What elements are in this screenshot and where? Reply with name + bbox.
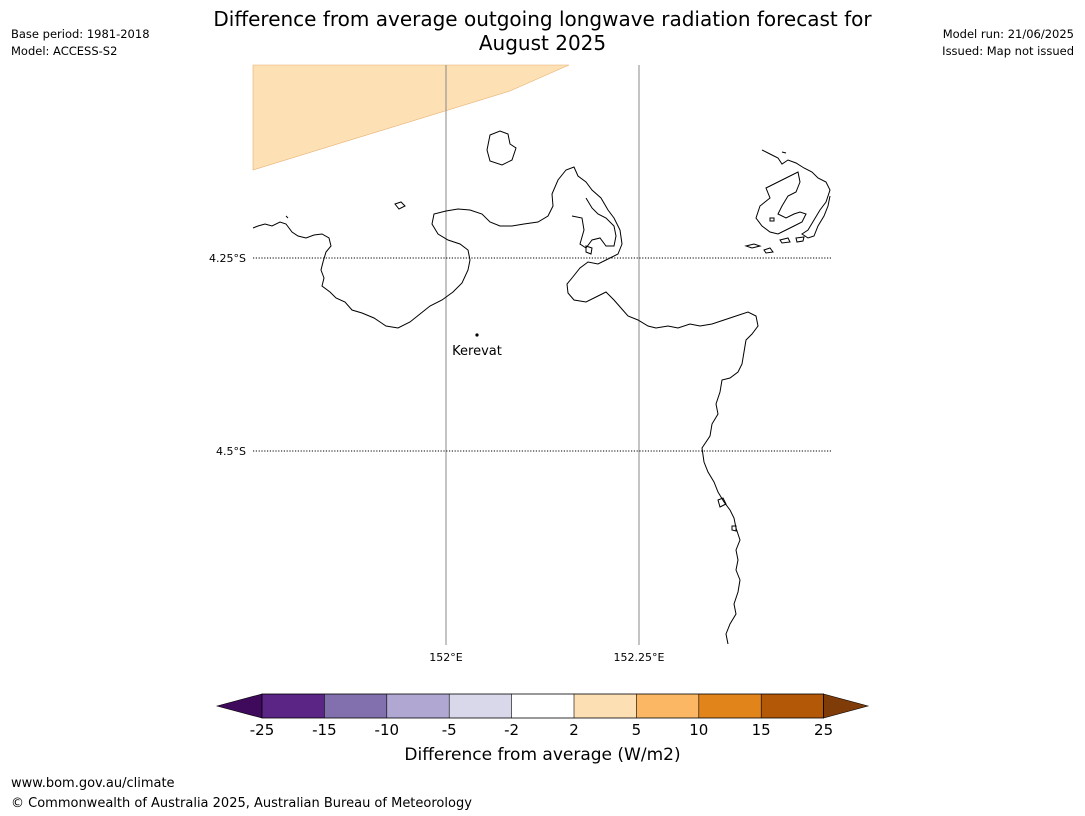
colorbar-low-arrow bbox=[215, 693, 263, 719]
coastline bbox=[252, 130, 831, 645]
model-run: Model run: 21/06/2025 bbox=[942, 27, 1074, 41]
colorbar-dividers bbox=[324, 694, 762, 718]
coastline-main bbox=[252, 166, 759, 645]
colorbar-bin-5 bbox=[511, 694, 574, 718]
colorbar-title: Difference from average (W/m2) bbox=[404, 745, 681, 765]
islet-small-2 bbox=[285, 215, 289, 219]
colorbar-bin-1 bbox=[262, 694, 325, 718]
tick-label: 25 bbox=[814, 721, 833, 739]
tick-label: -5 bbox=[442, 721, 457, 739]
footer-copyright: © Commonwealth of Australia 2025, Austra… bbox=[11, 796, 472, 811]
colorbar-bin-2 bbox=[324, 694, 387, 718]
base-period: Base period: 1981-2018 bbox=[11, 27, 150, 41]
issued-status: Issued: Map not issued bbox=[942, 44, 1074, 58]
title-line-1: Difference from average outgoing longwav… bbox=[213, 7, 872, 31]
lat-label-4-5: 4.5°S bbox=[216, 445, 246, 458]
islet-coast-2 bbox=[731, 525, 737, 532]
islet-east-6 bbox=[781, 151, 787, 154]
tick-label: 15 bbox=[752, 721, 771, 739]
islet-east-1 bbox=[744, 243, 762, 249]
lon-label-152-25: 152.25°E bbox=[614, 651, 665, 664]
tick-label: -25 bbox=[250, 721, 275, 739]
colorbar-bin-6 bbox=[574, 694, 637, 718]
map-title: Difference from average outgoing longwav… bbox=[0, 7, 1085, 55]
islet-east-4 bbox=[795, 236, 805, 243]
coastline-inlet bbox=[571, 197, 617, 249]
tick-label: 5 bbox=[632, 721, 642, 739]
tick-label: -10 bbox=[375, 721, 400, 739]
colorbar-high-arrow bbox=[823, 693, 870, 719]
islet-east-2 bbox=[763, 247, 774, 254]
islet-east-5 bbox=[769, 217, 775, 222]
colorbar-bin-4 bbox=[449, 694, 512, 718]
tick-label: 2 bbox=[569, 721, 579, 739]
colorbar-bin-3 bbox=[386, 694, 450, 718]
colorbar: -25 -15 -10 -5 -2 2 5 10 15 25 bbox=[215, 693, 870, 739]
model-name: Model: ACCESS-S2 bbox=[11, 44, 118, 58]
islands-east bbox=[761, 149, 831, 239]
colorbar-outline bbox=[261, 693, 824, 719]
lon-label-152: 152°E bbox=[429, 651, 462, 664]
colorbar-ticks: -25 -15 -10 -5 -2 2 5 10 15 25 bbox=[250, 721, 833, 739]
meta-left: Base period: 1981-2018 Model: ACCESS-S2 bbox=[11, 26, 150, 60]
kerevat-marker bbox=[475, 333, 479, 337]
footer-url[interactable]: www.bom.gov.au/climate bbox=[11, 776, 175, 791]
colorbar-bin-7 bbox=[636, 694, 699, 718]
islet-small-1 bbox=[394, 201, 406, 210]
islet-coast-1 bbox=[717, 497, 727, 508]
meta-right: Model run: 21/06/2025 Issued: Map not is… bbox=[942, 26, 1074, 60]
title-line-2: August 2025 bbox=[478, 31, 607, 55]
colorbar-bin-8 bbox=[698, 694, 762, 718]
islands-east-2 bbox=[755, 171, 807, 235]
anomaly-shading bbox=[252, 64, 570, 171]
islet-inlet bbox=[585, 245, 593, 255]
lat-label-4-25: 4.25°S bbox=[209, 252, 246, 265]
colorbar-bin-9 bbox=[761, 694, 824, 718]
tick-label: -2 bbox=[504, 721, 519, 739]
kerevat-label: Kerevat bbox=[452, 344, 502, 359]
island-north bbox=[486, 130, 517, 166]
tick-label: 10 bbox=[689, 721, 708, 739]
tick-label: -15 bbox=[312, 721, 337, 739]
islet-east-3 bbox=[779, 237, 791, 244]
